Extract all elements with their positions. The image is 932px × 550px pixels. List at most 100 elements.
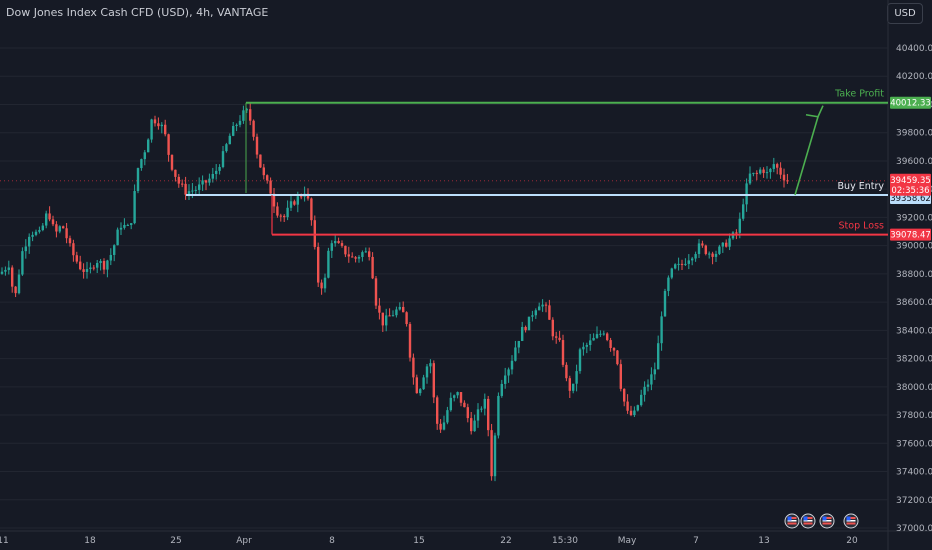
candle-body	[436, 397, 439, 424]
candle-body	[708, 253, 711, 255]
candle-body	[147, 139, 150, 153]
candle-body	[534, 310, 537, 316]
candle-body	[633, 410, 636, 416]
candle-body	[157, 123, 160, 127]
candle-body	[412, 357, 415, 378]
y-tick-label: 38000.00	[896, 383, 932, 393]
candle-body	[4, 269, 7, 272]
candle-body	[687, 260, 690, 264]
x-tick-label: May	[618, 536, 637, 546]
candle-body	[711, 253, 714, 257]
candle-body	[259, 154, 262, 168]
candle-body	[612, 347, 616, 351]
candle-body	[106, 260, 109, 270]
y-tick-label: 37400.00	[896, 468, 932, 478]
candle-body	[79, 261, 82, 270]
candle-body	[599, 333, 602, 335]
buy-entry-price-tag-text: 39358.62	[890, 194, 931, 204]
candle-body	[510, 360, 514, 370]
candle-body	[514, 347, 517, 361]
buy-entry-label: Buy Entry	[838, 181, 885, 192]
candle-body	[194, 189, 197, 191]
candle-body	[232, 125, 235, 136]
candle-body	[153, 119, 157, 124]
candle-body	[65, 228, 68, 239]
candle-body	[89, 267, 92, 270]
candle-body	[398, 306, 401, 310]
candle-body	[555, 336, 558, 338]
candle-body	[92, 267, 95, 269]
candle-body	[483, 398, 486, 409]
projection-arrow	[794, 116, 819, 196]
event-flag-canton	[822, 516, 827, 521]
candle-body	[680, 263, 684, 265]
candle-body	[289, 201, 293, 208]
candle-body	[51, 219, 55, 225]
candle-body	[742, 204, 745, 219]
candle-body	[215, 170, 218, 174]
projection-arrowhead	[805, 105, 824, 118]
candle-body	[769, 168, 772, 173]
candle-body	[235, 124, 238, 126]
candle-body	[62, 226, 65, 229]
candle-body	[544, 304, 548, 306]
candle-body	[473, 420, 476, 432]
candle-body	[582, 346, 585, 350]
candle-body	[677, 263, 680, 265]
y-tick-label: 38400.00	[896, 326, 932, 336]
candle-body	[548, 305, 551, 320]
countdown-tag-text: 02:35:36	[891, 186, 929, 196]
candle-body	[595, 334, 599, 338]
event-flag-stripe	[846, 517, 856, 519]
candle-body	[116, 229, 119, 246]
candle-body	[68, 238, 72, 244]
candle-body	[187, 191, 191, 195]
candle-body	[293, 201, 296, 205]
candle-body	[650, 374, 653, 385]
candle-body	[782, 174, 786, 181]
candle-body	[589, 340, 592, 346]
candle-body	[31, 234, 34, 237]
x-tick-label: 18	[84, 536, 96, 546]
candle-body	[470, 418, 473, 432]
candle-body	[592, 337, 595, 341]
candle-body	[453, 395, 456, 398]
candle-body	[606, 333, 609, 341]
candle-body	[442, 422, 446, 430]
candle-body	[269, 180, 272, 194]
candle-body	[568, 378, 571, 391]
candle-body	[640, 394, 643, 406]
stop-loss-price-tag-text: 39078.47	[890, 231, 931, 241]
candle-body	[765, 172, 769, 174]
candle-body	[41, 225, 44, 231]
candle-body	[755, 172, 758, 174]
candle-body	[466, 407, 469, 419]
candle-body	[48, 213, 51, 220]
candle-body	[748, 173, 752, 184]
candle-body	[419, 389, 422, 394]
candle-body	[616, 350, 619, 365]
candle-body	[657, 343, 660, 370]
candle-body	[378, 305, 381, 313]
candle-body	[211, 173, 214, 179]
take-profit-label: Take Profit	[834, 89, 884, 100]
candle-body	[262, 167, 265, 176]
candle-body	[337, 241, 340, 244]
candle-body	[75, 255, 78, 262]
candle-body	[181, 183, 184, 185]
candle-body	[391, 315, 395, 317]
chart-title: Dow Jones Index Cash CFD (USD), 4h, VANT…	[6, 6, 269, 19]
candle-body	[456, 392, 459, 396]
candle-body	[102, 261, 106, 270]
candle-body	[55, 224, 58, 232]
x-tick-label: 11	[0, 536, 9, 546]
candle-body	[170, 154, 174, 170]
candle-body	[521, 326, 524, 341]
candle-body	[745, 183, 748, 205]
candle-body	[24, 246, 27, 252]
event-flag-stripe	[787, 522, 797, 525]
candle-body	[113, 245, 116, 255]
candle-body	[123, 224, 126, 228]
candle-body	[585, 345, 588, 347]
